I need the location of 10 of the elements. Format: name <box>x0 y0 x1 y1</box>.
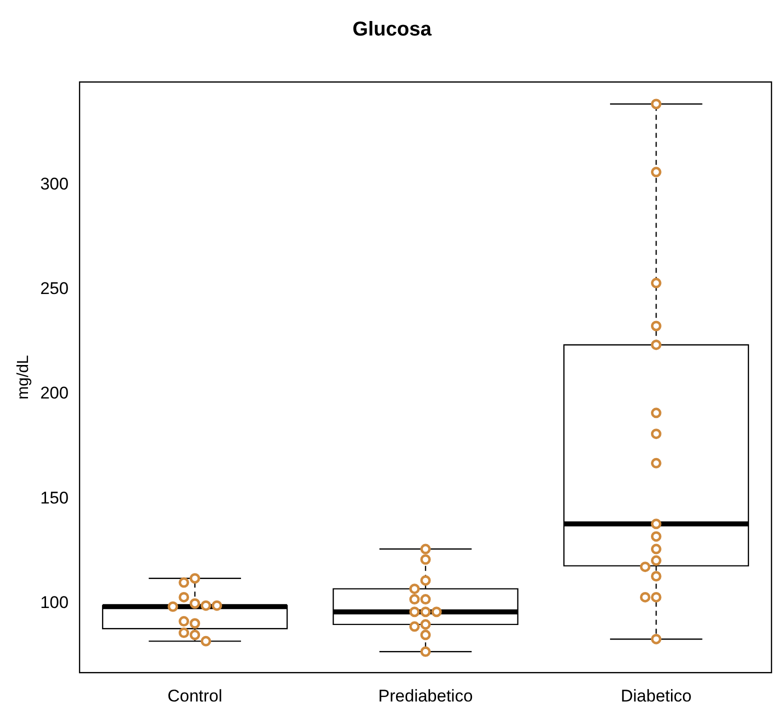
chart-title: Glucosa <box>352 18 432 41</box>
x-tick-label: Prediabetico <box>378 686 473 706</box>
y-tick-label: 150 <box>40 488 69 508</box>
y-tick-label: 250 <box>40 279 69 298</box>
y-tick-label: 300 <box>40 174 69 194</box>
y-tick-label: 100 <box>40 593 69 612</box>
y-axis-title: mg/dL <box>15 354 32 400</box>
x-tick-label: Diabetico <box>620 686 692 706</box>
y-tick-label: 200 <box>40 384 69 403</box>
x-tick-label: Control <box>167 686 222 706</box>
